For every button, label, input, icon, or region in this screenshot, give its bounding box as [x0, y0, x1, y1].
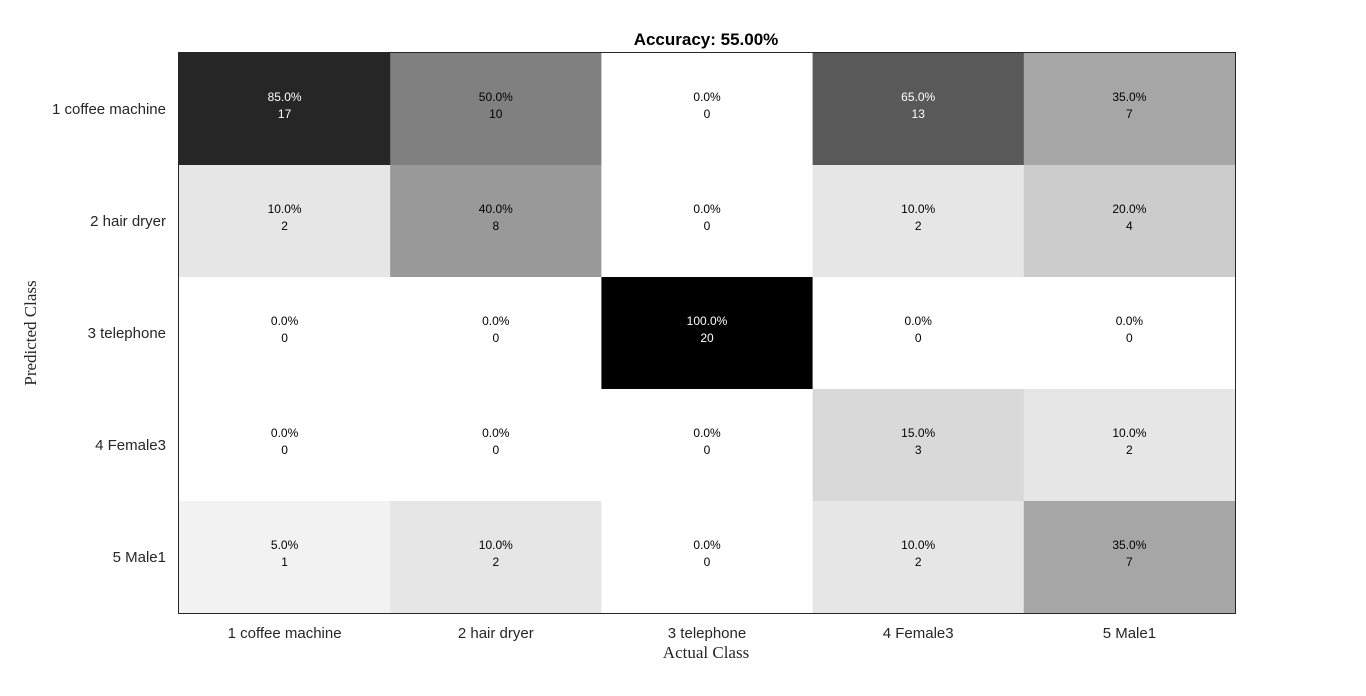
cell-percent-label: 40.0% — [479, 202, 513, 216]
cell-count-label: 0 — [492, 443, 499, 457]
cell-count-label: 7 — [1126, 107, 1133, 121]
cell-percent-label: 10.0% — [901, 202, 935, 216]
cell-count-label: 3 — [915, 443, 922, 457]
cell-percent-label: 5.0% — [271, 538, 299, 552]
matrix-cell-3-1 — [179, 277, 391, 390]
cell-percent-label: 85.0% — [268, 90, 302, 104]
matrix-cell-3-4 — [812, 277, 1025, 390]
cell-count-label: 7 — [1126, 555, 1133, 569]
cell-percent-label: 100.0% — [687, 314, 728, 328]
x-tick-label: 4 Female3 — [883, 625, 954, 642]
cell-percent-label: 0.0% — [693, 90, 721, 104]
cell-percent-label: 0.0% — [1116, 314, 1144, 328]
plot-frame — [178, 52, 1236, 614]
y-tick-label: 2 hair dryer — [90, 213, 166, 230]
cell-count-label: 0 — [915, 331, 922, 345]
cell-percent-label: 0.0% — [271, 314, 299, 328]
cell-count-label: 0 — [281, 443, 288, 457]
cell-percent-label: 10.0% — [268, 202, 302, 216]
cell-count-label: 20 — [700, 331, 714, 345]
y-tick-label: 3 telephone — [88, 325, 166, 342]
cell-percent-label: 65.0% — [901, 90, 935, 104]
x-tick-label: 3 telephone — [668, 625, 746, 642]
chart-title: Accuracy: 55.00% — [634, 30, 779, 49]
cell-count-label: 0 — [704, 443, 711, 457]
cell-percent-label: 0.0% — [905, 314, 933, 328]
cell-count-label: 0 — [704, 219, 711, 233]
y-axis-tick-labels: 1 coffee machine 2 hair dryer 3 telephone 4… — [52, 101, 166, 566]
matrix-cell-1-3 — [601, 53, 814, 166]
matrix-cell-3-3 — [601, 277, 814, 390]
matrix-cell-1-4 — [812, 53, 1025, 166]
cell-percent-label: 0.0% — [482, 314, 510, 328]
matrix-cell-2-5 — [1023, 165, 1236, 278]
matrix-cell-5-3 — [601, 501, 814, 614]
cell-count-label: 1 — [281, 555, 288, 569]
cell-percent-label: 10.0% — [1112, 426, 1146, 440]
cell-count-label: 2 — [492, 555, 499, 569]
cell-percent-label: 10.0% — [479, 538, 513, 552]
cell-percent-label: 35.0% — [1112, 538, 1146, 552]
x-axis-label: Actual Class — [663, 643, 749, 662]
matrix-cell-2-1 — [179, 165, 391, 278]
x-tick-label: 5 Male1 — [1103, 625, 1156, 642]
matrix-cell-5-2 — [390, 501, 602, 614]
cell-count-label: 17 — [278, 107, 292, 121]
matrix-cell-2-3 — [601, 165, 814, 278]
cell-count-label: 0 — [704, 555, 711, 569]
cell-count-label: 0 — [704, 107, 711, 121]
cell-percent-label: 0.0% — [271, 426, 299, 440]
matrix-cells — [179, 53, 1236, 614]
matrix-cell-2-2 — [390, 165, 602, 278]
matrix-cell-3-5 — [1023, 277, 1236, 390]
y-tick-label: 5 Male1 — [113, 549, 166, 566]
cell-count-label: 2 — [915, 555, 922, 569]
cell-percent-label: 0.0% — [693, 538, 721, 552]
matrix-cell-5-4 — [812, 501, 1025, 614]
cell-count-label: 10 — [489, 107, 503, 121]
cell-percent-label: 20.0% — [1112, 202, 1146, 216]
matrix-cell-4-1 — [179, 389, 391, 502]
matrix-cell-4-5 — [1023, 389, 1236, 502]
matrix-cell-1-2 — [390, 53, 602, 166]
matrix-cell-2-4 — [812, 165, 1025, 278]
cell-count-label: 8 — [492, 219, 499, 233]
matrix-cell-3-2 — [390, 277, 602, 390]
cell-count-label: 0 — [1126, 331, 1133, 345]
cell-count-label: 0 — [492, 331, 499, 345]
y-tick-label: 1 coffee machine — [52, 101, 166, 118]
cell-count-label: 2 — [281, 219, 288, 233]
matrix-cell-5-5 — [1023, 501, 1236, 614]
cell-percent-label: 50.0% — [479, 90, 513, 104]
y-tick-label: 4 Female3 — [95, 437, 166, 454]
cell-percent-label: 35.0% — [1112, 90, 1146, 104]
cell-count-label: 13 — [912, 107, 926, 121]
x-tick-label: 2 hair dryer — [458, 625, 534, 642]
x-tick-label: 1 coffee machine — [228, 625, 342, 642]
y-axis-label: Predicted Class — [21, 280, 40, 385]
cell-count-label: 2 — [915, 219, 922, 233]
matrix-cell-4-3 — [601, 389, 814, 502]
cell-percent-label: 0.0% — [693, 426, 721, 440]
cell-count-label: 2 — [1126, 443, 1133, 457]
matrix-cell-labels: 85.0%1750.0%100.0%065.0%1335.0%710.0%240… — [268, 90, 1147, 569]
x-axis-tick-labels: 1 coffee machine 2 hair dryer 3 telephone 4… — [228, 625, 1156, 642]
cell-percent-label: 10.0% — [901, 538, 935, 552]
matrix-cell-4-2 — [390, 389, 602, 502]
cell-percent-label: 0.0% — [482, 426, 510, 440]
cell-percent-label: 0.0% — [693, 202, 721, 216]
cell-count-label: 4 — [1126, 219, 1133, 233]
matrix-cell-5-1 — [179, 501, 391, 614]
cell-count-label: 0 — [281, 331, 288, 345]
matrix-cell-1-1 — [179, 53, 391, 166]
matrix-cell-4-4 — [812, 389, 1025, 502]
cell-percent-label: 15.0% — [901, 426, 935, 440]
matrix-cell-1-5 — [1023, 53, 1236, 166]
